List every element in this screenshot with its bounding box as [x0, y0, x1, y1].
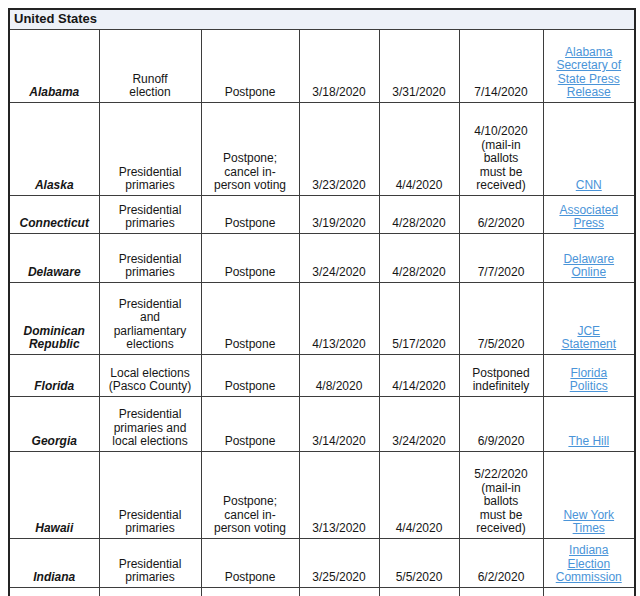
postponed-date-cell: 5/17/2020 [379, 282, 459, 354]
action-cell: Postpone [201, 396, 299, 451]
source-cell: CNN [543, 102, 635, 195]
new-date-cell: 7/7/2020 [459, 233, 543, 282]
state-cell: Georgia [9, 396, 99, 451]
state-cell: Florida [9, 354, 99, 396]
source-cell: The Hill [543, 396, 635, 451]
election-type-cell: Presidential and parliamentary elections [99, 282, 201, 354]
source-cell: Associated Press [543, 195, 635, 233]
original-date-cell: 3/14/2020 [299, 396, 379, 451]
table-row: Indiana Presidential primaries Postpone … [9, 538, 635, 587]
postponed-date-cell: 4/28/2020 [379, 195, 459, 233]
original-date-cell: 3/19/2020 [299, 195, 379, 233]
source-cell: JCE Statement [543, 282, 635, 354]
original-date-cell: 3/23/2020 [299, 102, 379, 195]
postponed-date-cell: 4/28/2020 [379, 233, 459, 282]
source-link[interactable]: JCE Statement [561, 324, 616, 352]
election-type-cell: Presidential primaries [99, 538, 201, 587]
table-row: Hawaii Presidential primaries Postpone; … [9, 451, 635, 538]
source-link[interactable]: CNN [576, 178, 602, 192]
original-date-cell: 4/13/2020 [299, 282, 379, 354]
source-cell: Florida Politics [543, 354, 635, 396]
election-type-cell: Presidential primaries [99, 233, 201, 282]
action-cell: Postpone [201, 29, 299, 102]
election-type-cell: Presidential primaries [99, 102, 201, 195]
postponed-date-cell: 4/14/2020 [379, 354, 459, 396]
postponed-date-cell [379, 587, 459, 596]
table-row: Connecticut Presidential primaries Postp… [9, 195, 635, 233]
action-cell: Postpone [201, 195, 299, 233]
action-cell: Postpone; cancel in- person voting [201, 102, 299, 195]
new-date-cell: Postponed indefinitely [459, 354, 543, 396]
action-cell: Postpone [201, 282, 299, 354]
source-cell: Alabama Secretary of State Press Release [543, 29, 635, 102]
election-type-cell: Presidential primaries and local electio… [99, 396, 201, 451]
original-date-cell: 4/8/2020 [299, 354, 379, 396]
source-link[interactable]: Delaware Online [563, 252, 614, 280]
new-date-cell: 5/22/2020 (mail-in ballots must be recei… [459, 451, 543, 538]
election-postponement-table: United States Alabama Runoff election Po… [8, 8, 636, 596]
source-cell: New York Times [543, 451, 635, 538]
table-row-partial [9, 587, 635, 596]
state-cell: Hawaii [9, 451, 99, 538]
action-cell: Postpone [201, 538, 299, 587]
election-type-cell [99, 587, 201, 596]
state-cell: Alabama [9, 29, 99, 102]
state-cell: Connecticut [9, 195, 99, 233]
state-cell: Indiana [9, 538, 99, 587]
new-date-cell [459, 587, 543, 596]
table-row: United States [9, 9, 635, 29]
action-cell: Postpone [201, 354, 299, 396]
new-date-cell: 6/9/2020 [459, 396, 543, 451]
original-date-cell [299, 587, 379, 596]
table-row: Alaska Presidential primaries Postpone; … [9, 102, 635, 195]
state-cell: Dominican Republic [9, 282, 99, 354]
election-type-cell: Presidential primaries [99, 195, 201, 233]
new-date-cell: 4/10/2020 (mail-in ballots must be recei… [459, 102, 543, 195]
original-date-cell: 3/25/2020 [299, 538, 379, 587]
new-date-cell: 7/5/2020 [459, 282, 543, 354]
source-cell: Indiana Election Commission [543, 538, 635, 587]
action-cell: Postpone [201, 233, 299, 282]
table-row: Alabama Runoff election Postpone 3/18/20… [9, 29, 635, 102]
source-link[interactable]: Florida Politics [570, 366, 608, 394]
new-date-cell: 6/2/2020 [459, 538, 543, 587]
new-date-cell: 6/2/2020 [459, 195, 543, 233]
election-type-cell: Presidential primaries [99, 451, 201, 538]
postponed-date-cell: 4/4/2020 [379, 451, 459, 538]
original-date-cell: 3/18/2020 [299, 29, 379, 102]
original-date-cell: 3/13/2020 [299, 451, 379, 538]
table-row: Delaware Presidential primaries Postpone… [9, 233, 635, 282]
source-cell [543, 587, 635, 596]
postponed-date-cell: 5/5/2020 [379, 538, 459, 587]
original-date-cell: 3/24/2020 [299, 233, 379, 282]
table-row: Florida Local elections (Pasco County) P… [9, 354, 635, 396]
state-cell: Delaware [9, 233, 99, 282]
source-link[interactable]: New York Times [563, 508, 614, 536]
action-cell: Postpone; cancel in- person voting [201, 451, 299, 538]
table-row: Dominican Republic Presidential and parl… [9, 282, 635, 354]
postponed-date-cell: 3/24/2020 [379, 396, 459, 451]
source-link[interactable]: Alabama Secretary of State Press Release [556, 45, 621, 100]
election-type-cell: Local elections (Pasco County) [99, 354, 201, 396]
postponed-date-cell: 4/4/2020 [379, 102, 459, 195]
source-cell: Delaware Online [543, 233, 635, 282]
country-section-header: United States [9, 9, 635, 29]
table-row: Georgia Presidential primaries and local… [9, 396, 635, 451]
source-link[interactable]: Indiana Election Commission [556, 543, 622, 584]
postponed-date-cell: 3/31/2020 [379, 29, 459, 102]
new-date-cell: 7/14/2020 [459, 29, 543, 102]
source-link[interactable]: The Hill [568, 434, 609, 448]
election-type-cell: Runoff election [99, 29, 201, 102]
source-link[interactable]: Associated Press [559, 203, 618, 231]
action-cell [201, 587, 299, 596]
state-cell: Alaska [9, 102, 99, 195]
state-cell [9, 587, 99, 596]
